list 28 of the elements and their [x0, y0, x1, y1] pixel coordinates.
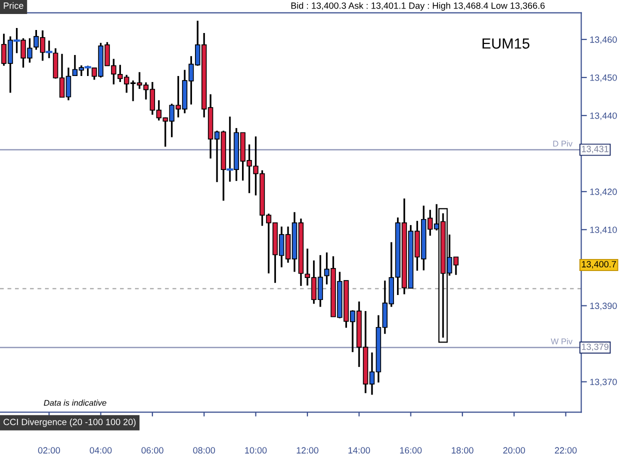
- y-tick-label: 13,390: [590, 302, 617, 310]
- text: 13,379: [582, 344, 608, 352]
- y-tick-label: 13,460: [590, 36, 617, 44]
- text: EUM15: [482, 38, 530, 49]
- y-tick-label: 13,410: [590, 226, 617, 234]
- y-tick-label: 13,440: [590, 112, 617, 120]
- annotation: Data is indicative: [44, 400, 106, 406]
- text: 13,431: [582, 146, 608, 154]
- ref-line-label: D Piv: [553, 140, 572, 146]
- text: Price: [4, 2, 24, 9]
- x-tick-label: 04:00: [90, 447, 112, 454]
- y-tick-label: 13,450: [590, 74, 617, 82]
- x-tick-label: 16:00: [400, 447, 422, 454]
- x-tick-label: 10:00: [245, 447, 267, 454]
- ref-line-label: W Piv: [550, 338, 572, 344]
- x-tick-label: 18:00: [452, 447, 474, 454]
- x-tick-label: 06:00: [141, 447, 164, 454]
- x-tick-label: 02:00: [38, 447, 60, 454]
- x-tick-label: 14:00: [348, 447, 370, 454]
- text: CCI Divergence (20 -100 100 20): [4, 418, 136, 427]
- x-tick-label: 22:00: [554, 447, 577, 454]
- x-tick-label: 20:00: [503, 447, 526, 454]
- chart-subtitle: Bid : 13,400.3 Ask : 13,401.1 Day : High 13,468.4 Low 13,366.6: [291, 2, 545, 11]
- x-tick-label: 08:00: [193, 447, 216, 454]
- y-tick-label: 13,370: [590, 378, 617, 386]
- y-tick-label: 13,420: [590, 188, 617, 196]
- text: 13,400.7: [582, 261, 616, 268]
- x-tick-label: 12:00: [296, 447, 318, 454]
